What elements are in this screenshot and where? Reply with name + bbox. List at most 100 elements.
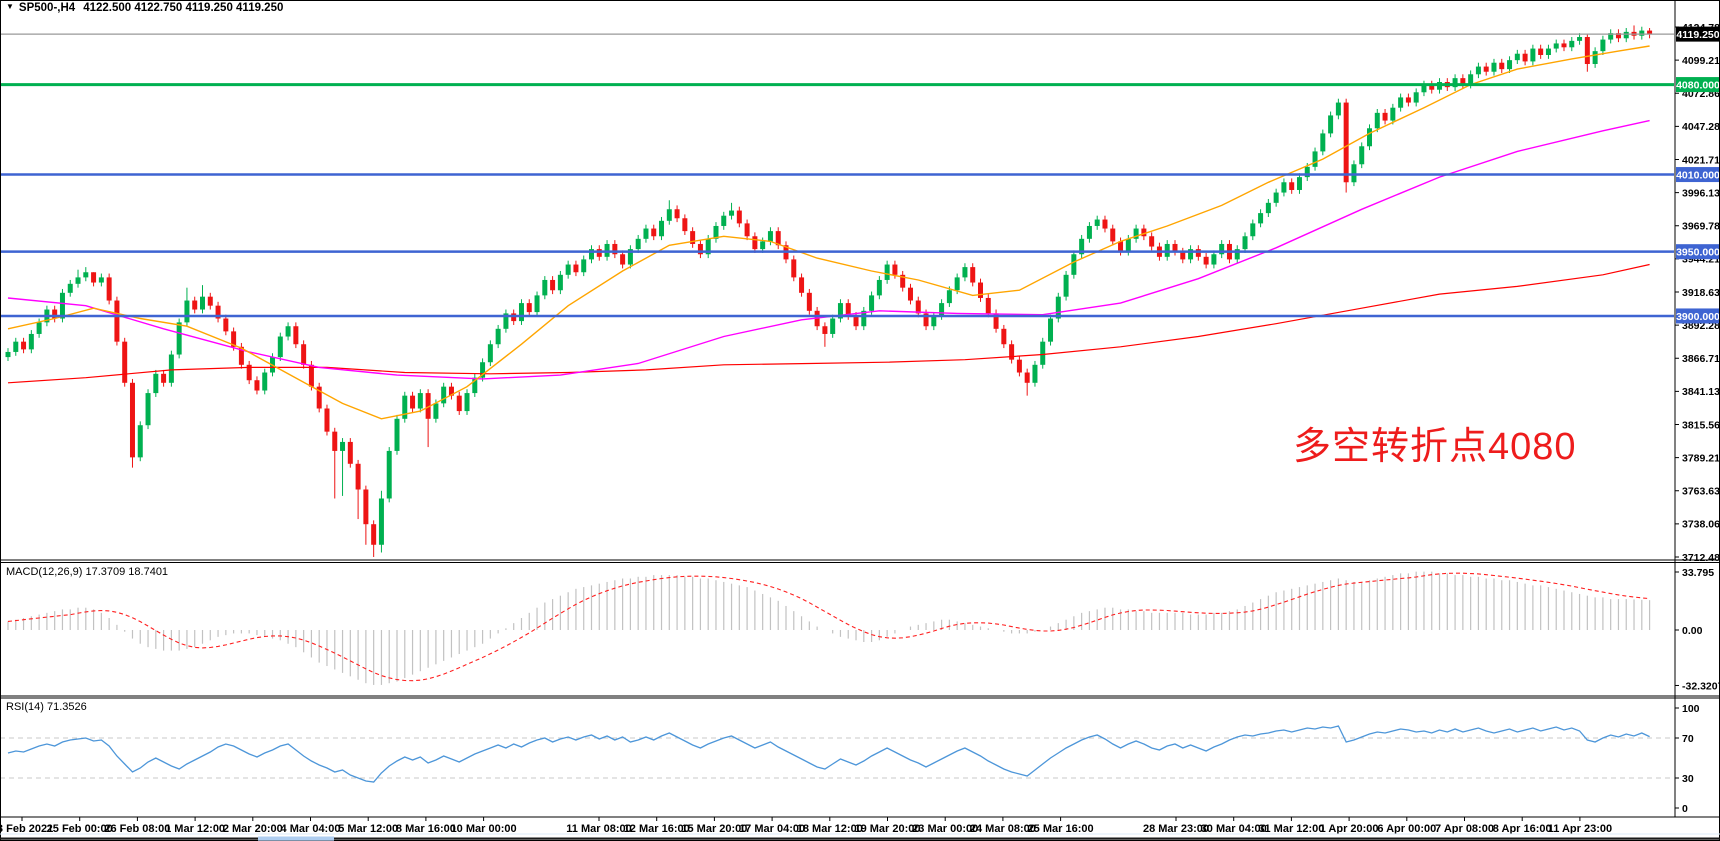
svg-text:0.00: 0.00	[1682, 625, 1703, 637]
candle	[1258, 213, 1264, 224]
candle	[114, 300, 120, 342]
candle	[767, 231, 773, 242]
candle	[1304, 166, 1310, 178]
candle	[106, 277, 112, 301]
main-chart[interactable]	[0, 25, 1675, 557]
candle	[1413, 92, 1419, 103]
candle	[1180, 251, 1186, 260]
candle	[721, 215, 727, 226]
candle	[231, 331, 237, 347]
title-bar[interactable]: ▼ SP500-,H4 4122.500 4122.750 4119.250 411…	[6, 2, 283, 14]
candle	[153, 373, 159, 394]
candle	[480, 362, 486, 378]
svg-text:3738.060: 3738.060	[1682, 519, 1720, 531]
candle	[1188, 249, 1194, 260]
candle	[246, 364, 252, 381]
price-axis[interactable]: 4124.7854099.2104072.8604047.2854021.710…	[1675, 22, 1720, 815]
candle	[1421, 84, 1427, 93]
price-badge-4010: 4010.000	[1676, 167, 1720, 183]
candle	[332, 431, 338, 451]
svg-text:1 Mar 12:00: 1 Mar 12:00	[165, 823, 225, 835]
candle	[978, 282, 983, 298]
scrollbar-groove[interactable]	[0, 837, 1720, 840]
candle	[91, 272, 97, 283]
candle	[651, 228, 657, 237]
svg-text:11 Apr 23:00: 11 Apr 23:00	[1548, 823, 1612, 835]
candle	[744, 223, 750, 237]
candle	[1265, 202, 1271, 214]
candle	[589, 249, 594, 260]
candle	[98, 277, 104, 283]
candle	[464, 393, 470, 412]
candle	[690, 231, 696, 244]
candle	[1351, 164, 1357, 183]
candle	[122, 341, 128, 383]
symbol-period-label: SP500-,H4	[18, 2, 76, 14]
candle	[970, 267, 976, 283]
candle	[456, 395, 462, 412]
candle	[861, 310, 867, 327]
candle	[884, 264, 890, 280]
candle	[503, 313, 509, 329]
svg-text:4010.000: 4010.000	[1676, 169, 1720, 181]
candle	[830, 318, 836, 334]
candle	[168, 354, 174, 383]
macd-signal-line	[7, 572, 1650, 682]
candle	[52, 309, 58, 319]
candle	[371, 524, 377, 545]
candle	[145, 393, 151, 426]
macd-panel[interactable]	[7, 571, 1651, 685]
candle	[705, 238, 711, 255]
candle	[1273, 192, 1279, 203]
candle	[262, 372, 268, 391]
candle	[308, 364, 314, 387]
candle	[736, 210, 742, 224]
candle	[355, 463, 361, 490]
chart-dropdown-icon[interactable]: ▼	[6, 2, 14, 11]
candle	[752, 236, 758, 250]
svg-text:10 Mar 00:00: 10 Mar 00:00	[451, 823, 517, 835]
candle	[760, 241, 766, 250]
candle	[1040, 341, 1046, 365]
candle	[1561, 43, 1567, 48]
candle	[1032, 364, 1038, 383]
candle	[542, 279, 548, 296]
svg-text:3712.485: 3712.485	[1682, 552, 1720, 564]
candle	[1055, 296, 1061, 319]
candle	[1094, 219, 1100, 226]
candle	[1211, 254, 1217, 265]
candle	[347, 441, 353, 464]
candle	[565, 264, 571, 275]
candle	[487, 344, 493, 363]
candle	[892, 264, 898, 275]
candle	[1110, 228, 1116, 242]
rsi-panel[interactable]	[0, 725, 1675, 783]
ma-line-magenta	[7, 119, 1650, 380]
candle	[75, 277, 81, 284]
candle	[511, 313, 517, 322]
candle	[954, 277, 960, 291]
candle	[1016, 359, 1022, 373]
candle	[674, 209, 680, 219]
candle	[1374, 112, 1380, 129]
svg-text:3866.710: 3866.710	[1682, 353, 1720, 365]
scrollbar-thumb[interactable]	[258, 836, 334, 841]
candle	[1250, 223, 1256, 237]
svg-text:18 Mar 12:00: 18 Mar 12:00	[797, 823, 863, 835]
candle	[137, 425, 143, 458]
candle	[729, 210, 735, 216]
candle	[1118, 241, 1124, 252]
candle	[1553, 43, 1559, 49]
candle	[1125, 238, 1131, 252]
svg-text:4 Mar 04:00: 4 Mar 04:00	[281, 823, 341, 835]
candle	[36, 322, 42, 334]
candle	[448, 386, 454, 396]
candle	[433, 403, 439, 419]
svg-text:12 Mar 16:00: 12 Mar 16:00	[624, 823, 690, 835]
candle	[472, 377, 478, 394]
candle	[1164, 243, 1170, 257]
candle	[1522, 53, 1528, 62]
candle	[845, 303, 851, 316]
candle	[1639, 30, 1645, 36]
